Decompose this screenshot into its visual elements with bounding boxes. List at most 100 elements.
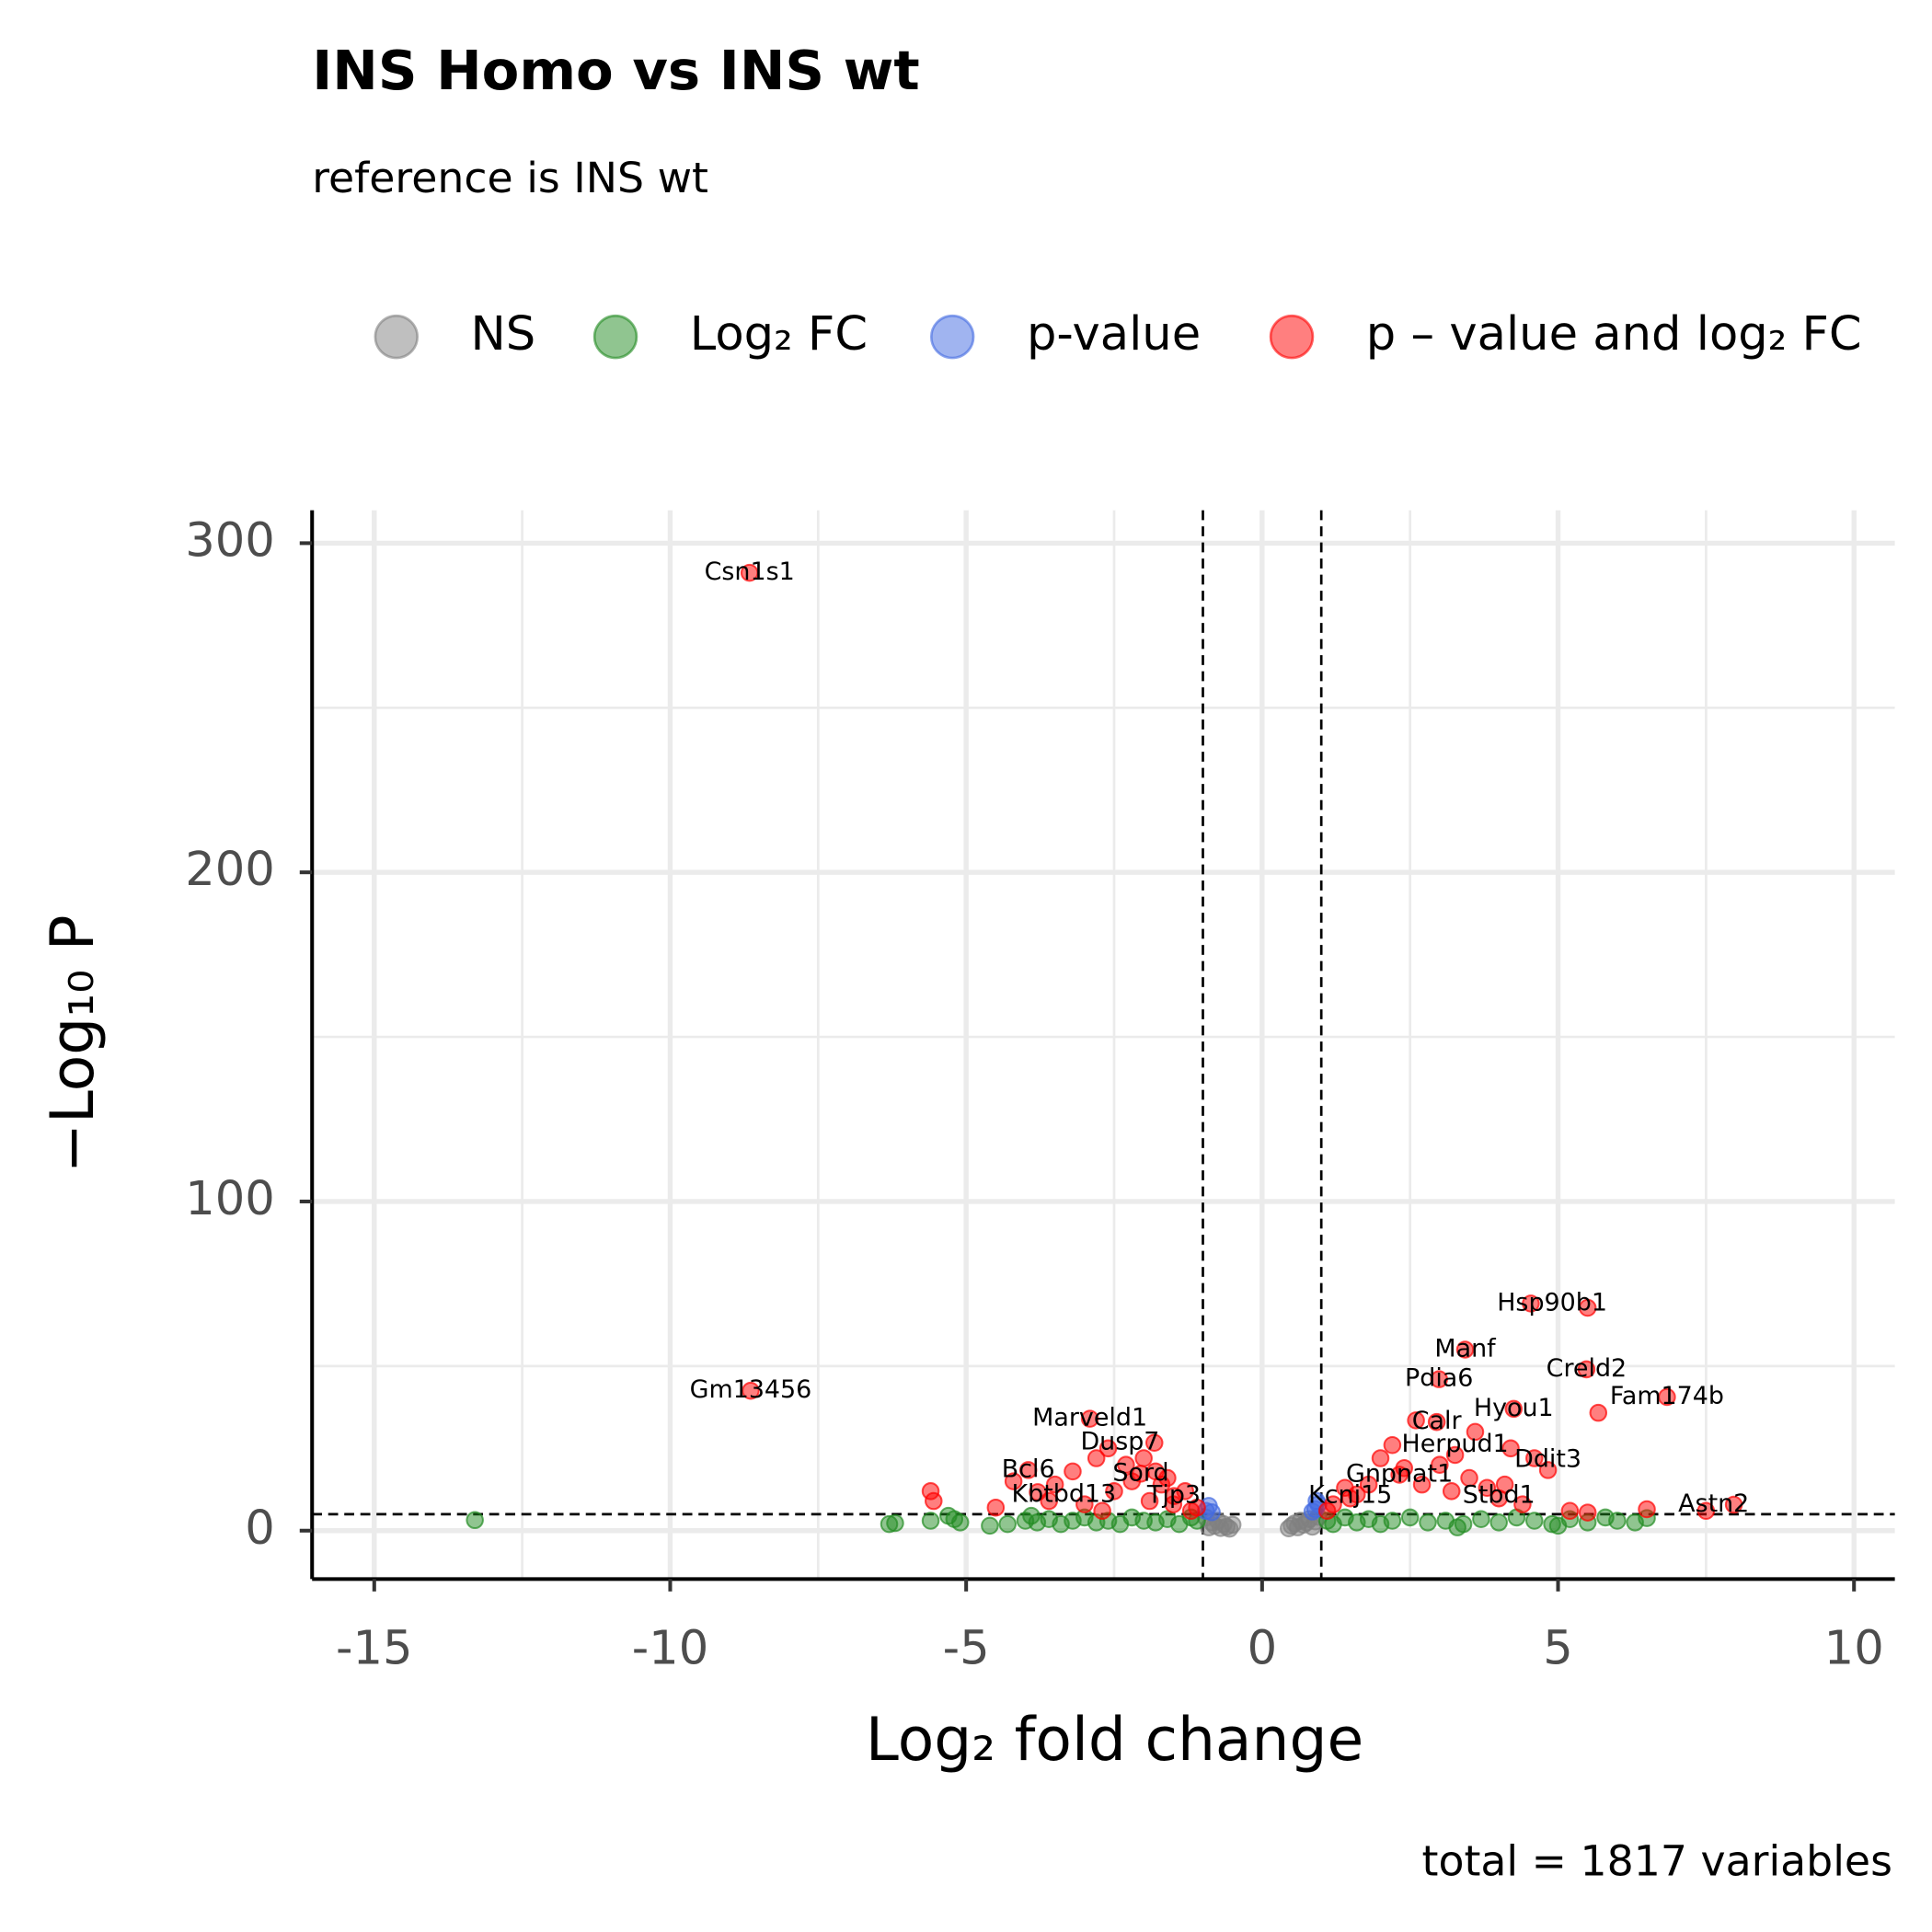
point <box>1525 1449 1544 1467</box>
x-tick-label: 5 <box>1543 1621 1573 1675</box>
point-label: Calr <box>1412 1407 1463 1435</box>
point <box>981 1516 999 1535</box>
point <box>1140 1491 1159 1511</box>
point-label: Fam174b <box>1610 1382 1724 1410</box>
point-label: Hyou1 <box>1474 1394 1554 1422</box>
point-label: Stbd1 <box>1463 1481 1535 1510</box>
point <box>1578 1298 1597 1317</box>
legend-swatch <box>1269 314 1315 360</box>
point <box>1578 1503 1597 1522</box>
point <box>1202 1502 1221 1522</box>
x-tick-label: -5 <box>943 1621 990 1675</box>
legend-swatch <box>929 314 975 360</box>
point <box>1164 1495 1183 1513</box>
point <box>1080 1409 1099 1428</box>
legend: NS Log₂ FC p-value p – value and log₂ FC <box>374 307 1862 362</box>
point-label: Creld2 <box>1547 1354 1627 1383</box>
point <box>1430 1370 1448 1388</box>
point-label: Pdia6 <box>1405 1364 1473 1393</box>
point <box>998 1514 1017 1534</box>
point <box>1608 1512 1627 1530</box>
point <box>1122 1472 1142 1490</box>
y-tick-label: 0 <box>245 1501 275 1556</box>
point-label: Csn1s1 <box>705 558 795 586</box>
legend-label: p-value <box>1027 307 1201 362</box>
point <box>1548 1516 1568 1535</box>
point <box>1460 1468 1478 1488</box>
point <box>1525 1512 1544 1530</box>
point <box>1466 1422 1485 1442</box>
point-label: Dusp7 <box>1080 1428 1159 1456</box>
x-tick-label: -10 <box>632 1621 709 1675</box>
point-label: Tjp3 <box>1146 1481 1201 1510</box>
x-axis-title: Log₂ fold change <box>866 1706 1363 1775</box>
point-label: Sord <box>1112 1458 1168 1487</box>
x-tick-label: 0 <box>1248 1621 1278 1675</box>
point <box>1577 1360 1596 1379</box>
point <box>1359 1475 1378 1494</box>
point-label: Marveld1 <box>1032 1404 1147 1432</box>
y-axis-title: −Log₁₀ P <box>39 914 108 1173</box>
point <box>1495 1475 1514 1494</box>
point <box>1324 1495 1342 1513</box>
point <box>1064 1462 1082 1481</box>
point <box>1018 1461 1038 1479</box>
point <box>1445 1445 1465 1465</box>
point <box>1560 1501 1580 1521</box>
point <box>1589 1403 1608 1422</box>
point <box>1075 1495 1094 1513</box>
point <box>1022 1506 1041 1525</box>
point <box>1419 1513 1437 1532</box>
point <box>1489 1513 1508 1532</box>
points <box>466 563 1743 1538</box>
point <box>1134 1449 1153 1467</box>
point <box>1144 1433 1164 1452</box>
point-label: Gm13456 <box>690 1375 812 1404</box>
point <box>1105 1482 1123 1501</box>
point <box>1188 1498 1206 1517</box>
point-label: Astn2 <box>1678 1489 1749 1518</box>
point <box>986 1498 1006 1517</box>
point <box>1117 1455 1135 1474</box>
point <box>1093 1501 1111 1521</box>
point <box>1158 1468 1177 1488</box>
point <box>1501 1439 1520 1458</box>
caption: total = 1817 variables <box>1422 1836 1892 1885</box>
point-label: Kcnj15 <box>1308 1481 1392 1510</box>
point <box>1431 1455 1449 1474</box>
point <box>1724 1495 1743 1514</box>
point <box>1176 1482 1194 1501</box>
point <box>925 1491 943 1511</box>
point <box>1223 1515 1242 1535</box>
point <box>1383 1512 1402 1530</box>
point-label: Hsp90b1 <box>1497 1288 1607 1317</box>
x-tick-label: 10 <box>1824 1621 1884 1675</box>
legend-swatch <box>592 314 638 360</box>
legend-label: p – value and log₂ FC <box>1366 307 1862 362</box>
point <box>1478 1478 1497 1497</box>
legend-label: NS <box>471 307 536 362</box>
point-label: Bcl6 <box>1002 1455 1055 1483</box>
y-tick-label: 100 <box>185 1172 275 1226</box>
point <box>1522 1294 1540 1313</box>
chart-title: INS Homo vs INS wt <box>312 39 919 102</box>
point <box>1472 1510 1490 1528</box>
y-tick-label: 200 <box>185 843 275 897</box>
point <box>742 1381 760 1400</box>
point <box>1442 1482 1461 1501</box>
point <box>1098 1439 1118 1458</box>
point <box>1538 1461 1558 1479</box>
point <box>921 1512 940 1530</box>
point <box>466 1511 484 1530</box>
point <box>1371 1449 1390 1467</box>
x-tick-label: -15 <box>336 1621 413 1675</box>
point <box>1412 1475 1432 1494</box>
point-label: Gnpnat1 <box>1346 1459 1453 1488</box>
point <box>1400 1508 1420 1527</box>
point <box>1696 1501 1716 1521</box>
point <box>1448 1518 1466 1536</box>
point <box>1348 1485 1366 1504</box>
point <box>1383 1435 1402 1455</box>
